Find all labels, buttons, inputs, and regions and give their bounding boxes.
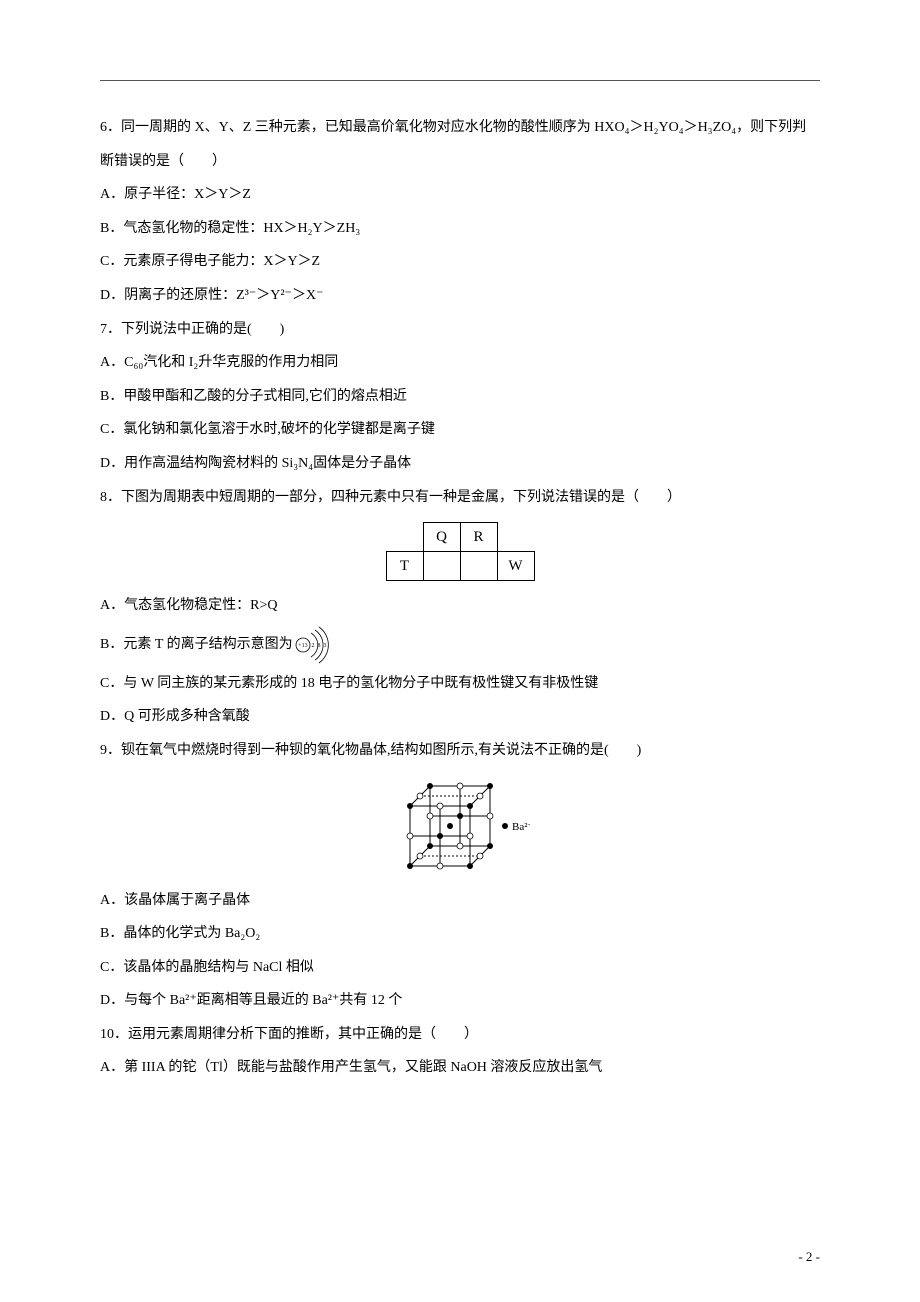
cell-r2c2 (423, 552, 460, 581)
cell-q: Q (423, 523, 460, 552)
q7-option-b: B．甲酸甲酯和乙酸的分子式相同,它们的熔点相近 (100, 380, 820, 414)
q7-option-c: C．氯化钠和氯化氢溶于水时,破坏的化学键都是离子键 (100, 413, 820, 447)
q8-option-d: D．Q 可形成多种含氧酸 (100, 700, 820, 734)
q9-option-b: B．晶体的化学式为 Ba₂O₂ (100, 917, 820, 951)
q8-option-a: A．气态氢化物稳定性：R>Q (100, 589, 820, 623)
cell-r1c1 (386, 523, 423, 552)
q6-option-d: D．阴离子的还原性：Z³⁻＞Y²⁻＞X⁻ (100, 279, 820, 313)
q9-option-d: D．与每个 Ba²⁺距离相等且最近的 Ba²⁺共有 12 个 (100, 984, 820, 1018)
q7-stem: 7．下列说法中正确的是( ) (100, 313, 820, 347)
cell-t: T (386, 552, 423, 581)
q9-stem: 9．钡在氧气中燃烧时得到一种钡的氧化物晶体,结构如图所示,有关说法不正确的是( … (100, 734, 820, 768)
q9-option-a: A．该晶体属于离子晶体 (100, 884, 820, 918)
q6-option-c: C．元素原子得电子能力：X＞Y＞Z (100, 245, 820, 279)
q10-option-a: A．第 IIIA 的铊（Tl）既能与盐酸作用产生氢气，又能跟 NaOH 溶液反应… (100, 1051, 820, 1085)
q9-option-c: C．该晶体的晶胞结构与 NaCl 相似 (100, 951, 820, 985)
q7-option-d: D．用作高温结构陶瓷材料的 Si₃N₄固体是分子晶体 (100, 447, 820, 481)
svg-text:8: 8 (317, 643, 320, 649)
legend-ba: Ba²⁺ (512, 821, 530, 833)
q7-option-a: A．C₆₀汽化和 I₂升华克服的作用力相同 (100, 346, 820, 380)
q8-option-b-text: B．元素 T 的离子结构示意图为 (100, 628, 293, 662)
atomic-structure-icon: +13 2 8 3 (293, 623, 337, 667)
top-rule (100, 80, 820, 81)
page-number: - 2 - (798, 1241, 820, 1272)
q6-stem: 6．同一周期的 X、Y、Z 三种元素，已知最高价氧化物对应水化物的酸性顺序为 H… (100, 111, 820, 178)
q8-option-c: C．与 W 同主族的某元素形成的 18 电子的氢化物分子中既有极性键又有非极性键 (100, 667, 820, 701)
svg-text:3: 3 (323, 643, 326, 649)
cell-r1c4 (497, 523, 534, 552)
nucleus-label: +13 (298, 643, 307, 649)
cell-r2c3 (460, 552, 497, 581)
q8-periodic-fragment: Q R T W (100, 522, 820, 581)
q6-option-a: A．原子半径：X＞Y＞Z (100, 178, 820, 212)
q6-option-b: B．气态氢化物的稳定性：HX＞H₂Y＞ZH₃ (100, 212, 820, 246)
q8-option-b: B．元素 T 的离子结构示意图为 +13 2 8 3 (100, 623, 337, 667)
svg-text:2: 2 (311, 643, 314, 649)
q9-crystal-figure: Ba²⁺ (100, 776, 820, 876)
cell-r: R (460, 523, 497, 552)
cell-w: W (497, 552, 534, 581)
q8-stem: 8．下图为周期表中短周期的一部分，四种元素中只有一种是金属，下列说法错误的是（ … (100, 481, 820, 515)
q10-stem: 10．运用元素周期律分析下面的推断，其中正确的是（ ） (100, 1018, 820, 1052)
